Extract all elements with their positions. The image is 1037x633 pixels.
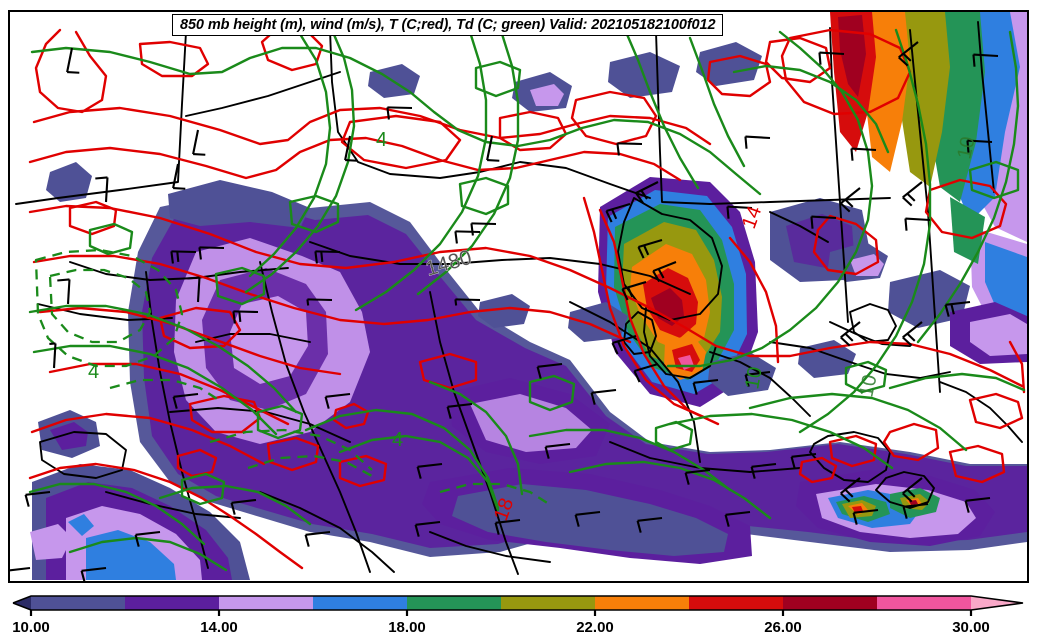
colorbar-tick-label: 14.00 [200, 619, 238, 633]
map-panel: 1480 4 4 4 10 10 10 18 14 [8, 10, 1029, 583]
colorbar-segments [12, 595, 1024, 611]
contour-label-td-10-a: 10 [741, 365, 767, 391]
colorbar-segment [313, 596, 407, 610]
height-contours [15, 21, 1023, 575]
colorbar-segment [501, 596, 595, 610]
colorbar-segment [125, 596, 219, 610]
map-title-text: 850 mb height (m), wind (m/s), T (C;red)… [180, 17, 716, 33]
colorbar-tick-label: 10.00 [12, 619, 50, 633]
colorbar-canvas: 10.00 14.00 18.00 22.00 26.00 30.00 [12, 595, 1024, 633]
contour-label-td-10-b: 10 [953, 135, 979, 161]
colorbar-segment [595, 596, 689, 610]
map-title-plate: 850 mb height (m), wind (m/s), T (C;red)… [172, 14, 724, 36]
dewpoint-contours-negative [34, 248, 553, 507]
contour-label-td-4-a: 4 [376, 129, 387, 151]
shaded-field-east-patches [368, 42, 1027, 396]
colorbar-segment [407, 596, 501, 610]
colorbar-segment [877, 596, 971, 610]
contour-label-td-4-b: 4 [392, 429, 403, 451]
colorbar-ticks [29, 610, 973, 616]
contour-label-td-4-c: 4 [88, 361, 99, 383]
map-canvas: 1480 4 4 4 10 10 10 18 14 [10, 12, 1027, 581]
colorbar-segment [689, 596, 783, 610]
colorbar-over-arrow [971, 596, 1023, 610]
colorbar-tick-label: 30.00 [952, 619, 990, 633]
dewpoint-contours [28, 28, 1026, 572]
colorbar-tick-label: 22.00 [576, 619, 614, 633]
contour-label-td-10-c: 10 [855, 373, 881, 399]
colorbar-tick-label: 18.00 [388, 619, 426, 633]
colorbar-segment [219, 596, 313, 610]
colorbar-under-arrow [13, 596, 31, 610]
colorbar-segment [31, 596, 125, 610]
colorbar-segment [783, 596, 877, 610]
colorbar: 10.00 14.00 18.00 22.00 26.00 30.00 [0, 588, 1037, 633]
colorbar-tick-labels: 10.00 14.00 18.00 22.00 26.00 30.00 [12, 619, 990, 633]
colorbar-tick-label: 26.00 [764, 619, 802, 633]
